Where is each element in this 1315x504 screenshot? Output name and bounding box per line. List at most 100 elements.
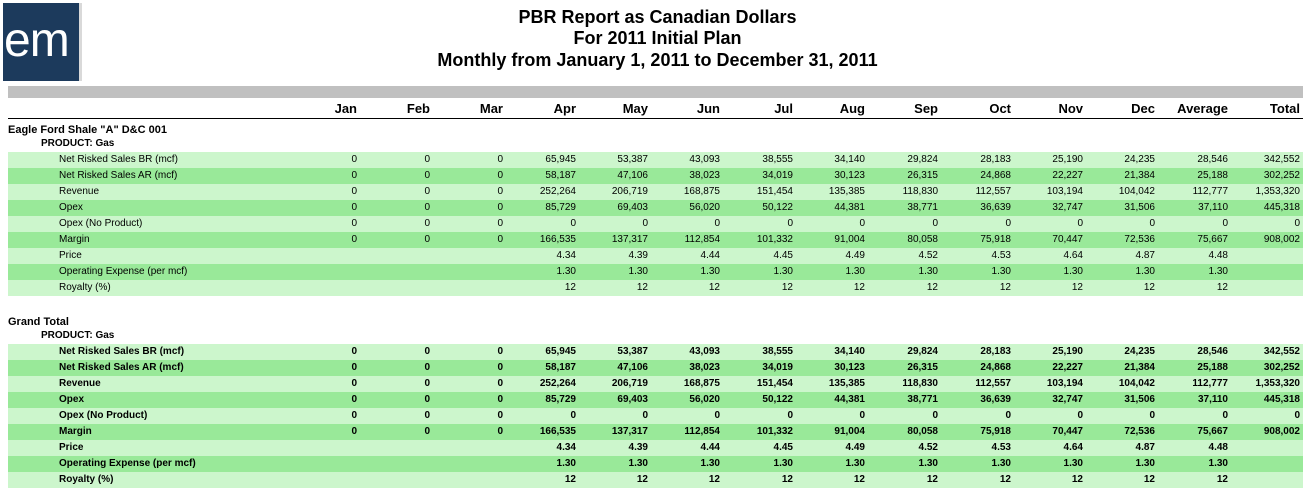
cell-jan: 0 bbox=[351, 362, 357, 373]
table-row: Opex (No Product) 0 0 0 0 0 0 0 0 0 0 0 0 0 0 bbox=[8, 408, 1303, 424]
cell-jul: 1.30 bbox=[773, 266, 793, 277]
cell-apr: 65,945 bbox=[545, 154, 576, 165]
row-label: Margin bbox=[59, 234, 90, 245]
cell-oct: 24,868 bbox=[980, 170, 1011, 181]
row-label: Revenue bbox=[59, 186, 100, 197]
cell-average: 25,188 bbox=[1197, 170, 1228, 181]
cell-apr: 4.34 bbox=[556, 442, 576, 453]
cell-oct: 12 bbox=[999, 474, 1011, 485]
cell-jun: 112,854 bbox=[684, 234, 720, 245]
cell-jan: 0 bbox=[351, 154, 357, 165]
row-label: Opex bbox=[59, 202, 83, 213]
cell-jul: 50,122 bbox=[762, 394, 793, 405]
cell-jun: 1.30 bbox=[700, 266, 720, 277]
cell-apr: 65,945 bbox=[545, 346, 576, 357]
column-header-row: Jan Feb Mar Apr May Jun Jul Aug Sep Oct Nov Dec Aver… bbox=[0, 100, 1315, 118]
cell-may: 206,719 bbox=[611, 378, 648, 389]
cell-jun: 56,020 bbox=[689, 202, 720, 213]
column-header-jun: Jun bbox=[696, 101, 720, 116]
cell-sep: 1.30 bbox=[918, 458, 938, 469]
cell-jun: 38,023 bbox=[689, 170, 720, 181]
cell-total: 908,002 bbox=[1263, 234, 1300, 245]
cell-sep: 118,830 bbox=[902, 378, 938, 389]
cell-jun: 0 bbox=[714, 410, 720, 421]
cell-nov: 25,190 bbox=[1052, 154, 1083, 165]
column-header-oct: Oct bbox=[989, 101, 1011, 116]
cell-feb: 0 bbox=[424, 154, 430, 165]
cell-aug: 1.30 bbox=[845, 266, 865, 277]
cell-oct: 24,868 bbox=[980, 362, 1011, 373]
cell-dec: 31,506 bbox=[1124, 202, 1155, 213]
cell-jun: 0 bbox=[714, 218, 720, 229]
cell-total: 0 bbox=[1294, 410, 1300, 421]
cell-dec: 0 bbox=[1149, 218, 1155, 229]
cell-sep: 0 bbox=[932, 218, 938, 229]
cell-nov: 22,227 bbox=[1052, 362, 1083, 373]
cell-average: 0 bbox=[1222, 410, 1228, 421]
cell-may: 47,106 bbox=[617, 362, 648, 373]
cell-oct: 28,183 bbox=[980, 154, 1011, 165]
cell-sep: 118,830 bbox=[902, 186, 938, 197]
logo-edge bbox=[79, 3, 82, 81]
cell-may: 137,317 bbox=[611, 234, 648, 245]
cell-nov: 12 bbox=[1071, 474, 1083, 485]
row-label: Opex bbox=[59, 394, 85, 405]
column-header-total: Total bbox=[1269, 101, 1300, 116]
cell-oct: 36,639 bbox=[980, 202, 1011, 213]
row-label: Operating Expense (per mcf) bbox=[59, 266, 188, 277]
cell-may: 0 bbox=[642, 410, 648, 421]
cell-aug: 0 bbox=[859, 218, 865, 229]
cell-jul: 151,454 bbox=[756, 378, 793, 389]
cell-dec: 104,042 bbox=[1118, 378, 1155, 389]
column-header-aug: Aug bbox=[839, 101, 865, 116]
cell-sep: 4.52 bbox=[918, 442, 938, 453]
cell-may: 53,387 bbox=[617, 154, 648, 165]
cell-jul: 34,019 bbox=[762, 170, 793, 181]
cell-apr: 0 bbox=[570, 410, 576, 421]
cell-jan: 0 bbox=[351, 202, 357, 213]
cell-apr: 252,264 bbox=[539, 378, 576, 389]
cell-may: 137,317 bbox=[611, 426, 648, 437]
cell-oct: 36,639 bbox=[980, 394, 1011, 405]
cell-dec: 12 bbox=[1143, 282, 1155, 293]
cell-nov: 103,194 bbox=[1046, 186, 1083, 197]
cell-dec: 24,235 bbox=[1124, 346, 1155, 357]
cell-oct: 28,183 bbox=[980, 346, 1011, 357]
column-header-nov: Nov bbox=[1058, 101, 1083, 116]
cell-jul: 0 bbox=[787, 218, 793, 229]
cell-mar: 0 bbox=[497, 362, 503, 373]
column-header-apr: Apr bbox=[553, 101, 576, 116]
cell-jan: 0 bbox=[351, 378, 357, 389]
logo-text: em bbox=[4, 14, 70, 67]
column-header-jan: Jan bbox=[334, 101, 357, 116]
column-header-average: Average bbox=[1177, 101, 1228, 116]
cell-sep: 29,824 bbox=[907, 154, 938, 165]
cell-aug: 34,140 bbox=[834, 346, 865, 357]
cell-dec: 72,536 bbox=[1124, 234, 1155, 245]
product-label: PRODUCT: Gas bbox=[41, 330, 115, 341]
cell-aug: 91,004 bbox=[834, 426, 865, 437]
cell-apr: 58,187 bbox=[545, 170, 576, 181]
cell-dec: 31,506 bbox=[1124, 394, 1155, 405]
cell-mar: 0 bbox=[497, 426, 503, 437]
cell-may: 12 bbox=[636, 282, 648, 293]
cell-aug: 1.30 bbox=[845, 458, 865, 469]
cell-sep: 29,824 bbox=[907, 346, 938, 357]
table-row: Opex 0 0 0 85,729 69,403 56,020 50,122 44,381 38,… bbox=[8, 392, 1303, 408]
cell-feb: 0 bbox=[424, 218, 430, 229]
cell-dec: 1.30 bbox=[1135, 458, 1155, 469]
table-row: Opex 0 0 0 85,729 69,403 56,020 50,122 44,381 38,… bbox=[8, 200, 1303, 216]
cell-may: 0 bbox=[642, 218, 648, 229]
cell-mar: 0 bbox=[497, 170, 503, 181]
cell-apr: 1.30 bbox=[556, 458, 576, 469]
cell-apr: 12 bbox=[564, 282, 576, 293]
cell-sep: 26,315 bbox=[907, 362, 938, 373]
cell-dec: 72,536 bbox=[1124, 426, 1155, 437]
cell-nov: 0 bbox=[1077, 218, 1083, 229]
cell-oct: 75,918 bbox=[980, 426, 1011, 437]
cell-nov: 32,747 bbox=[1052, 202, 1083, 213]
row-label: Opex (No Product) bbox=[59, 410, 148, 421]
cell-oct: 112,557 bbox=[975, 378, 1011, 389]
cell-nov: 22,227 bbox=[1052, 170, 1083, 181]
cell-mar: 0 bbox=[497, 154, 503, 165]
